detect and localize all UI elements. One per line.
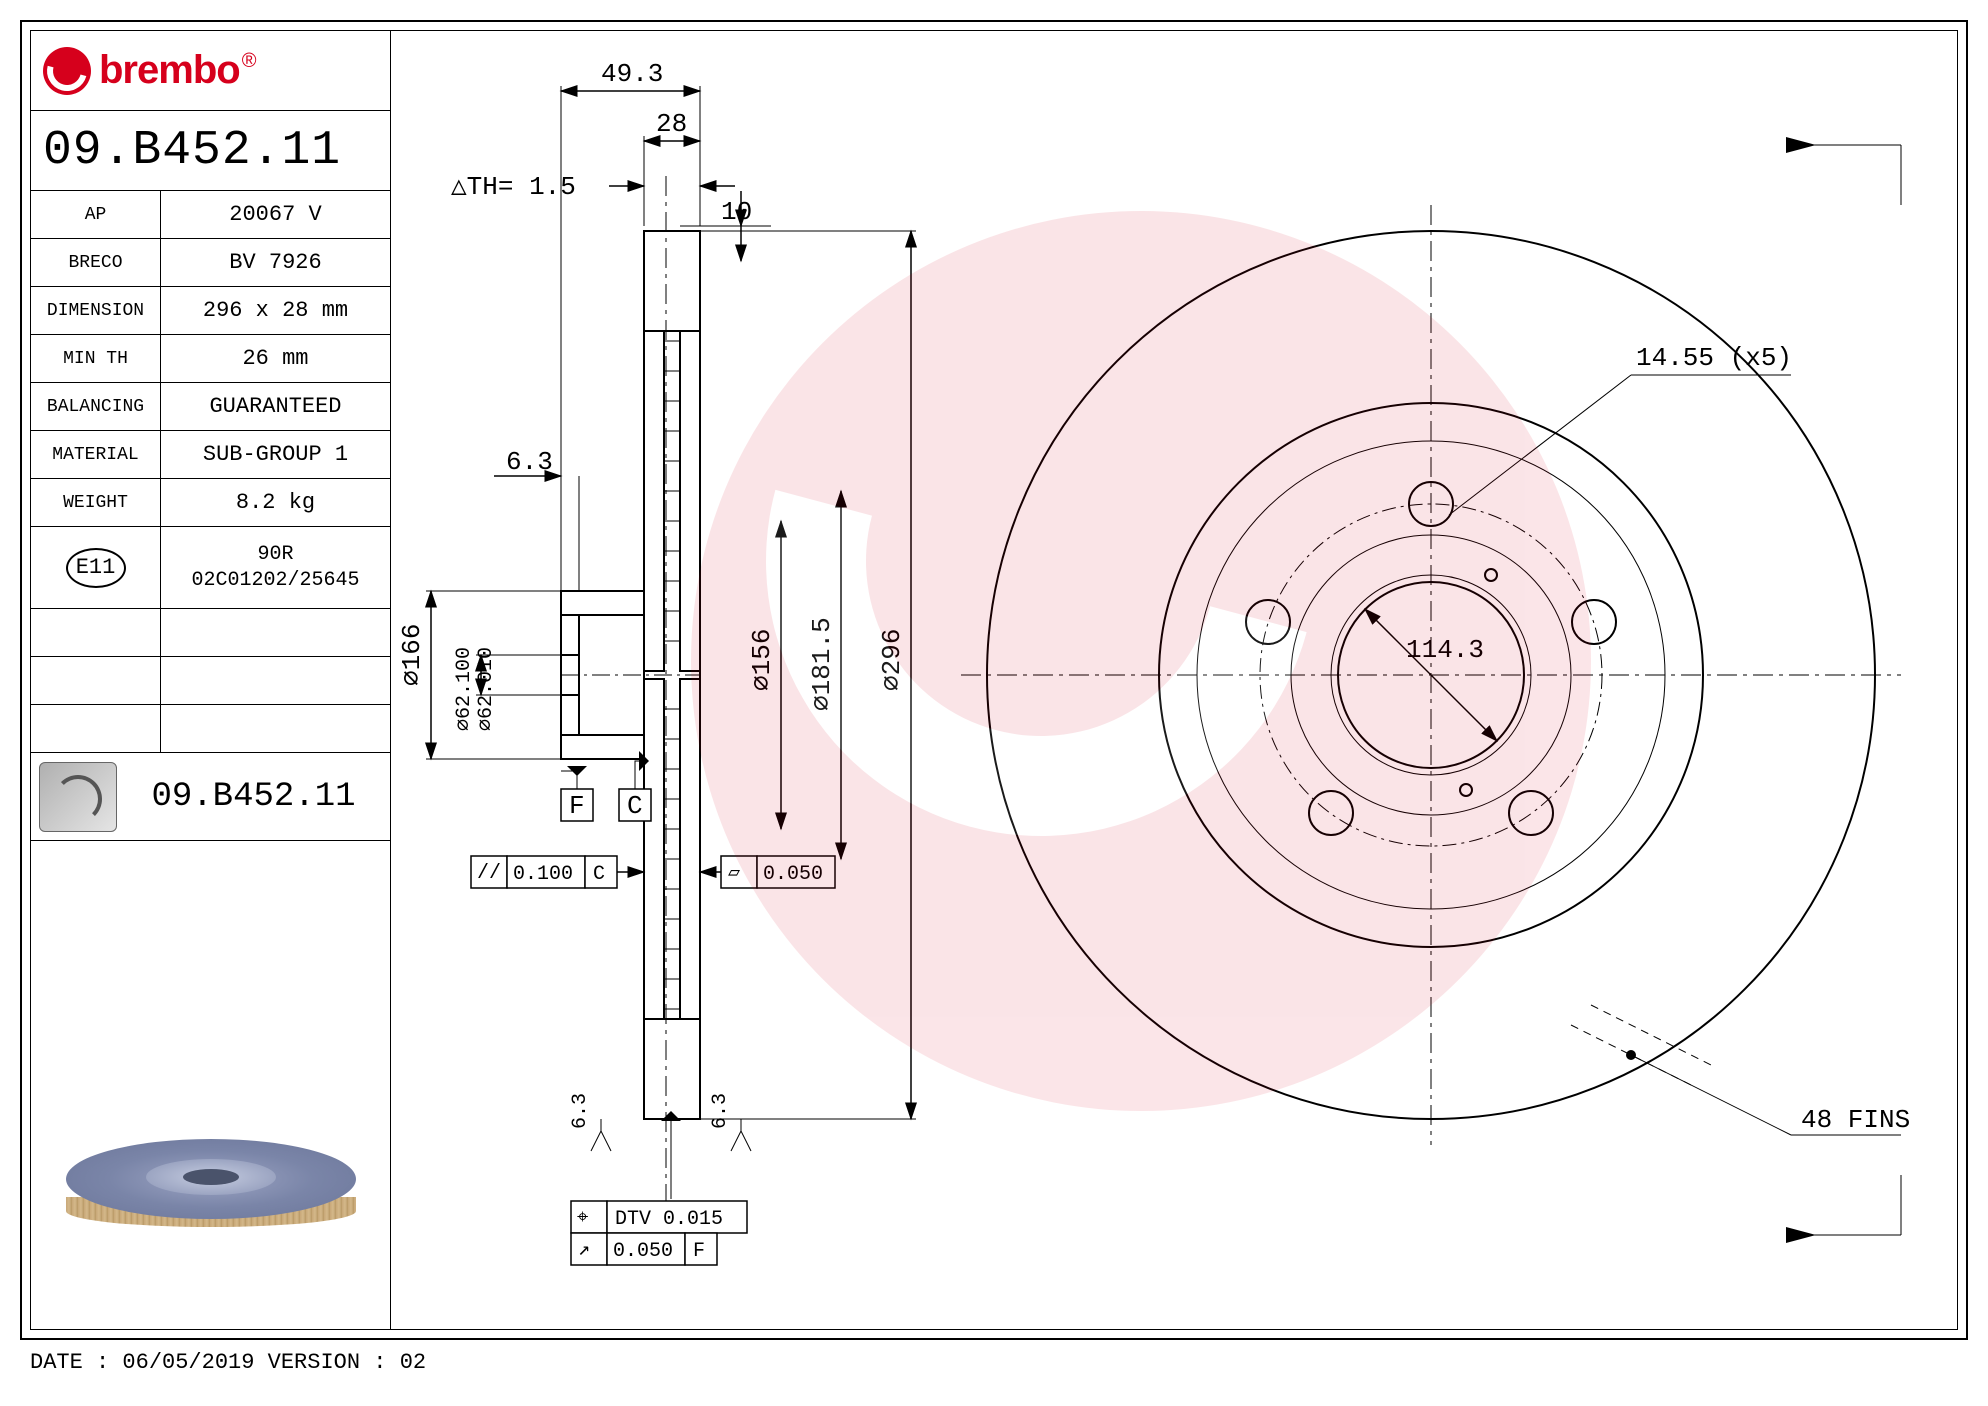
- title-block: brembo ® 09.B452.11 AP 20067 V BRECO BV …: [31, 31, 391, 1329]
- part-number-repeat: 09.B452.11: [117, 778, 390, 816]
- registered-mark: ®: [242, 50, 257, 73]
- version-value: 02: [400, 1350, 426, 1375]
- gtol-dtv: DTV 0.015: [615, 1208, 723, 1231]
- dim-bolt: 14.55 (x5): [1636, 343, 1792, 373]
- front-view: 14.55 (x5) 114.3 48 FINS: [961, 137, 1910, 1243]
- dim-d62-010: ⌀62.010: [475, 647, 498, 731]
- spec-label: DIMENSION: [31, 287, 161, 334]
- dim-d166: ⌀166: [397, 624, 427, 686]
- dim-28: 28: [656, 109, 687, 139]
- spec-row-weight: WEIGHT 8.2 kg: [31, 479, 390, 527]
- brand-logo-row: brembo ®: [31, 31, 390, 111]
- spec-label: MIN TH: [31, 335, 161, 382]
- section-arrow-top: [1786, 137, 1901, 205]
- gtol-runout-ref: F: [693, 1240, 705, 1263]
- spec-label: WEIGHT: [31, 479, 161, 526]
- version-label: VERSION :: [254, 1350, 399, 1375]
- svg-text:6.3: 6.3: [709, 1093, 732, 1129]
- datum-f: F: [569, 791, 585, 821]
- section-arrow-bottom: [1786, 1175, 1901, 1243]
- spec-row-material: MATERIAL SUB-GROUP 1: [31, 431, 390, 479]
- date-label: DATE :: [30, 1350, 122, 1375]
- footer-date-version: DATE : 06/05/2019 VERSION : 02: [30, 1350, 426, 1375]
- spec-label: AP: [31, 191, 161, 238]
- spec-value: BV 7926: [161, 239, 390, 286]
- gtol-flat-val: 0.050: [763, 863, 823, 886]
- dim-10: 10: [721, 197, 752, 227]
- spec-label: MATERIAL: [31, 431, 161, 478]
- dim-49-3: 49.3: [601, 59, 663, 89]
- svg-text:▱: ▱: [728, 862, 740, 885]
- cert-line1: 90R: [257, 542, 293, 568]
- spec-label: BRECO: [31, 239, 161, 286]
- date-value: 06/05/2019: [122, 1350, 254, 1375]
- gtol-runout-val: 0.050: [613, 1240, 673, 1263]
- spec-row-balancing: BALANCING GUARANTEED: [31, 383, 390, 431]
- cert-mark-cell: E11: [31, 527, 161, 608]
- gtol-para-val: 0.100: [513, 863, 573, 886]
- spec-row-ap: AP 20067 V: [31, 191, 390, 239]
- dim-d62-100: ⌀62.100: [453, 647, 476, 731]
- dim-6-3: 6.3: [506, 447, 553, 477]
- cert-number: 90R 02C01202/25645: [161, 527, 390, 608]
- spec-value: 20067 V: [161, 191, 390, 238]
- dim-d156: ⌀156: [747, 629, 777, 691]
- datum-c: C: [627, 791, 643, 821]
- svg-text://: //: [477, 862, 501, 885]
- dim-d296: ⌀296: [877, 629, 907, 691]
- gtol-para-ref: C: [593, 863, 605, 886]
- spec-row-dimension: DIMENSION 296 x 28 mm: [31, 287, 390, 335]
- dim-delta-th: △TH= 1.5: [451, 172, 576, 202]
- drawing-frame: brembo ® 09.B452.11 AP 20067 V BRECO BV …: [20, 20, 1968, 1340]
- dim-bore: 114.3: [1406, 635, 1484, 665]
- dim-d181-5: ⌀181.5: [807, 617, 837, 711]
- spec-label: BALANCING: [31, 383, 161, 430]
- spec-value: 296 x 28 mm: [161, 287, 390, 334]
- svg-text:6.3: 6.3: [569, 1093, 592, 1129]
- technical-drawing: 49.3 28 △TH= 1.5 10: [391, 31, 1957, 1329]
- drawing-area: 49.3 28 △TH= 1.5 10: [391, 31, 1957, 1329]
- spec-value: GUARANTEED: [161, 383, 390, 430]
- spec-value: SUB-GROUP 1: [161, 431, 390, 478]
- brembo-logo-icon: [43, 47, 91, 95]
- brake-disc-icon: [39, 762, 117, 832]
- empty-spec-rows: [31, 609, 390, 753]
- spec-row-minth: MIN TH 26 mm: [31, 335, 390, 383]
- svg-text:⌖: ⌖: [577, 1207, 588, 1230]
- inner-frame: brembo ® 09.B452.11 AP 20067 V BRECO BV …: [30, 30, 1958, 1330]
- section-view: 49.3 28 △TH= 1.5 10: [397, 59, 916, 1265]
- cert-line2: 02C01202/25645: [191, 568, 359, 594]
- spec-value: 8.2 kg: [161, 479, 390, 526]
- disc-3d-render: [31, 1049, 391, 1329]
- part-number-repeat-row: 09.B452.11: [31, 753, 390, 841]
- brand-name: brembo: [99, 48, 240, 93]
- fins-label: 48 FINS: [1801, 1105, 1910, 1135]
- ece-mark: E11: [66, 548, 126, 588]
- svg-text:↗: ↗: [578, 1239, 590, 1262]
- cert-row: E11 90R 02C01202/25645: [31, 527, 390, 609]
- part-number-main: 09.B452.11: [31, 111, 390, 191]
- spec-value: 26 mm: [161, 335, 390, 382]
- spec-row-breco: BRECO BV 7926: [31, 239, 390, 287]
